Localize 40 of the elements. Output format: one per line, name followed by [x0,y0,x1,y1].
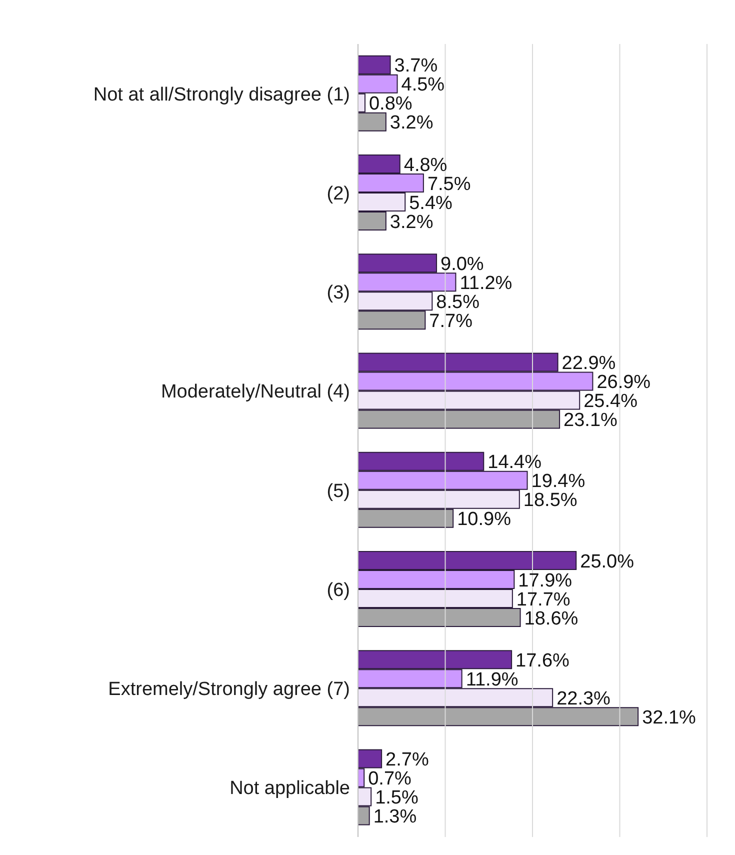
data-label: 11.2% [460,272,512,294]
data-label: 8.5% [436,292,480,313]
data-label: 11.9% [466,669,518,690]
y-tick-label: (5) [326,480,350,502]
data-label: 7.7% [429,310,473,332]
data-label: 18.6% [524,608,578,630]
data-label: 0.7% [368,768,412,790]
y-tick-label: Not at all/Strongly disagree (1) [93,84,350,106]
data-label: 17.6% [516,650,570,672]
data-label: 32.1% [642,707,696,728]
data-label: 22.9% [562,353,616,374]
data-label: 3.2% [390,112,434,134]
data-label: 17.7% [516,589,570,610]
data-label: 14.4% [488,452,542,474]
data-label: 2.7% [386,750,429,771]
data-label: 0.8% [368,94,412,115]
data-label: 3.2% [390,212,434,233]
data-label: 4.8% [404,154,448,176]
y-tick-label: (3) [326,282,350,304]
data-label: 5.4% [409,192,453,214]
data-label: 19.4% [531,471,586,492]
data-label: 9.0% [440,254,484,275]
data-label: 1.3% [373,806,417,828]
data-label: 22.3% [556,688,611,710]
y-tick-label: (2) [326,183,350,204]
data-label: 10.9% [457,509,512,530]
data-label: 18.5% [523,490,578,512]
y-tick-label: Not applicable [230,778,350,800]
data-label: 4.5% [401,74,445,96]
data-label: 23.1% [564,410,618,432]
y-tick-label: Moderately/Neutral (4) [160,382,350,403]
data-label: 3.7% [394,56,438,77]
data-label: 25.4% [584,391,638,412]
data-label: 1.5% [375,788,418,809]
y-tick-label: Extremely/Strongly agree (7) [108,679,350,700]
y-tick-label: (6) [326,580,350,601]
data-label: 7.5% [427,174,471,195]
data-label: 17.9% [518,570,572,592]
data-label: 25.0% [580,551,634,572]
data-label: 26.9% [596,372,651,394]
